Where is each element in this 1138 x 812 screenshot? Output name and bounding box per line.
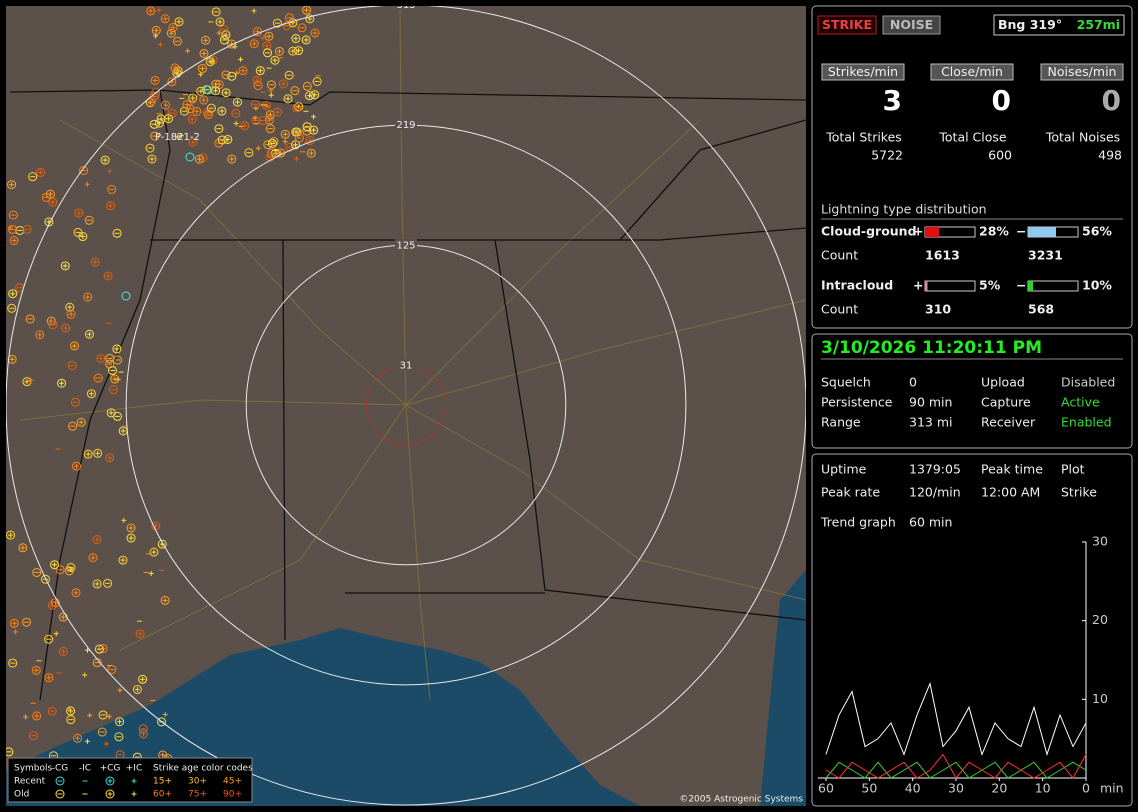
sign: − bbox=[1016, 278, 1026, 293]
pct-label: 28% bbox=[979, 224, 1009, 239]
pct-bar bbox=[925, 281, 928, 291]
total-label: Total Noises bbox=[1045, 130, 1120, 145]
pct-bar-track bbox=[925, 281, 975, 291]
sign: − bbox=[1016, 224, 1026, 239]
count-value: 310 bbox=[925, 302, 951, 317]
map-legend: Symbols-CG -IC +CG +IC Strike age color code… bbox=[8, 758, 253, 802]
distribution-title: Lightning type distribution bbox=[821, 202, 987, 217]
y-tick-label: 30 bbox=[1092, 534, 1108, 549]
pct-label: 10% bbox=[1082, 278, 1112, 293]
stat: Peak time bbox=[981, 462, 1043, 477]
total-label: Total Strikes bbox=[825, 130, 902, 145]
stat: 1379:05 bbox=[909, 462, 961, 477]
stat: 120/min bbox=[909, 485, 961, 500]
setting: Active bbox=[1061, 395, 1100, 410]
legend-age: 15+ bbox=[153, 777, 172, 787]
setting: Enabled bbox=[1061, 415, 1112, 430]
pct-label: 5% bbox=[979, 278, 1001, 293]
pct-bar-track bbox=[1028, 281, 1078, 291]
legend-age: 45+ bbox=[223, 777, 242, 787]
rate-label: Strikes/min bbox=[828, 64, 898, 79]
legend-age: 75+ bbox=[188, 790, 207, 800]
trend-panel bbox=[812, 454, 1132, 806]
setting: Upload bbox=[981, 375, 1025, 390]
total-value: 498 bbox=[1098, 148, 1122, 163]
stat: Uptime bbox=[821, 462, 867, 477]
datetime: 3/10/2026 11:20:11 PM bbox=[821, 338, 1042, 358]
setting: 0 bbox=[909, 375, 917, 390]
setting: 313 mi bbox=[909, 415, 952, 430]
stat: Plot bbox=[1061, 462, 1085, 477]
pct-bar bbox=[1028, 227, 1056, 237]
distance: 257mi bbox=[1077, 17, 1120, 32]
stat: 60 min bbox=[909, 515, 952, 530]
setting: Squelch bbox=[821, 375, 871, 390]
x-tick-label: 30 bbox=[948, 781, 964, 796]
x-tick-label: 10 bbox=[1035, 781, 1051, 796]
legend-title: Symbols bbox=[14, 764, 53, 774]
rate-label: Close/min bbox=[941, 64, 1003, 79]
legend-row-label: Old bbox=[14, 790, 29, 800]
rate-value: 3 bbox=[883, 84, 902, 117]
station-label: P-1821-2 bbox=[155, 132, 200, 143]
y-tick-label: 10 bbox=[1092, 691, 1108, 706]
sign: + bbox=[913, 224, 923, 239]
total-value: 5722 bbox=[871, 148, 903, 163]
sign: + bbox=[913, 278, 923, 293]
setting: Receiver bbox=[981, 415, 1036, 430]
total-value: 600 bbox=[988, 148, 1012, 163]
count-value: 3231 bbox=[1028, 248, 1063, 263]
legend-title: Strike age color codes bbox=[153, 764, 253, 774]
legend-symbol-type: +IC bbox=[126, 764, 142, 774]
pct-label: 56% bbox=[1082, 224, 1112, 239]
y-tick-label: 20 bbox=[1092, 612, 1108, 627]
range-label: 125 bbox=[396, 240, 415, 251]
rate-value: 0 bbox=[992, 84, 1011, 117]
setting: Persistence bbox=[821, 395, 893, 410]
legend-age: 30+ bbox=[188, 777, 207, 787]
noise-button-label: NOISE bbox=[890, 17, 933, 32]
copyright: ©2005 Astrogenic Systems bbox=[679, 795, 803, 805]
range-label: 219 bbox=[396, 120, 415, 131]
legend-age: 90+ bbox=[223, 790, 242, 800]
x-unit: min bbox=[1100, 781, 1124, 796]
setting: Disabled bbox=[1061, 375, 1115, 390]
count-label: Count bbox=[821, 248, 858, 263]
count-value: 568 bbox=[1028, 302, 1054, 317]
legend-symbol-type: -IC bbox=[79, 764, 91, 774]
legend-age: 60+ bbox=[153, 790, 172, 800]
range-label: 31 bbox=[400, 360, 413, 371]
setting: 90 min bbox=[909, 395, 952, 410]
x-tick-label: 60 bbox=[818, 781, 834, 796]
range-label: 313 bbox=[396, 0, 415, 11]
type-name: Intracloud bbox=[821, 278, 893, 293]
legend-row-label: Recent bbox=[14, 777, 46, 787]
rate-label: Noises/min bbox=[1048, 64, 1117, 79]
stat: Trend graph bbox=[820, 515, 896, 530]
x-tick-label: 40 bbox=[905, 781, 921, 796]
legend-symbol-type: +CG bbox=[100, 764, 121, 774]
strike-button-label: STRIKE bbox=[822, 17, 872, 32]
x-tick-label: 0 bbox=[1082, 781, 1090, 796]
x-tick-label: 50 bbox=[861, 781, 877, 796]
count-label: Count bbox=[821, 302, 858, 317]
map: 313 219 125 31 P-1821-2 ©2005 Astrogenic Sy… bbox=[5, 0, 806, 806]
stat: 12:00 AM bbox=[981, 485, 1040, 500]
count-value: 1613 bbox=[925, 248, 960, 263]
pct-bar bbox=[925, 227, 939, 237]
stat: Peak rate bbox=[821, 485, 880, 500]
pct-bar bbox=[1028, 281, 1033, 291]
setting: Range bbox=[821, 415, 861, 430]
stat: Strike bbox=[1061, 485, 1097, 500]
setting: Capture bbox=[981, 395, 1031, 410]
total-label: Total Close bbox=[938, 130, 1007, 145]
x-tick-label: 20 bbox=[991, 781, 1007, 796]
legend-symbol-type: -CG bbox=[52, 764, 69, 774]
bearing: Bng 319° bbox=[998, 17, 1062, 32]
rate-value: 0 bbox=[1102, 84, 1121, 117]
type-name: Cloud-ground bbox=[821, 224, 917, 239]
